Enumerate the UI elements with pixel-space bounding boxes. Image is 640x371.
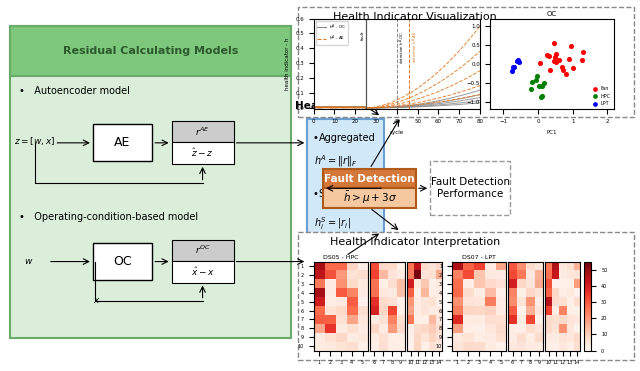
Fan: [554, 57, 564, 63]
Text: Sensor-wise: Sensor-wise: [319, 189, 377, 199]
HPC: [537, 83, 547, 89]
Text: Health Indicator Visualization: Health Indicator Visualization: [333, 12, 497, 22]
HPC: [525, 86, 536, 92]
Text: •   Autoencoder model: • Autoencoder model: [19, 86, 130, 96]
HPC: [537, 93, 547, 99]
Text: •   Operating-condition-based model: • Operating-condition-based model: [19, 212, 198, 222]
Title: DS07 - LPT: DS07 - LPT: [462, 255, 496, 260]
Text: $x$: $x$: [93, 296, 100, 305]
LPT: [507, 68, 517, 74]
HPC: [531, 76, 541, 82]
Bar: [93, 124, 152, 161]
HPC: [532, 73, 542, 79]
Bar: [323, 188, 416, 208]
Bar: [307, 93, 384, 119]
Text: $\bar{h} > \mu + 3\sigma$: $\bar{h} > \mu + 3\sigma$: [342, 190, 397, 206]
Text: fault: fault: [360, 30, 365, 40]
Text: •: •: [312, 134, 318, 144]
Text: Health Indicators: Health Indicators: [294, 101, 397, 111]
Text: Fault Detection
Performance: Fault Detection Performance: [431, 177, 509, 199]
Fan: [534, 60, 545, 66]
Text: Residual Calculating Models: Residual Calculating Models: [63, 46, 238, 56]
Title: OC: OC: [547, 11, 557, 17]
Bar: [172, 142, 234, 164]
Fan: [551, 59, 561, 65]
Text: OC: OC: [113, 255, 132, 268]
Fan: [561, 71, 571, 77]
Fan: [542, 52, 552, 58]
LPT: [508, 64, 518, 70]
Fan: [550, 55, 561, 60]
Bar: [10, 26, 291, 338]
Bar: [323, 169, 416, 188]
LPT: [511, 59, 522, 65]
Bar: [307, 93, 384, 256]
Text: •: •: [312, 189, 318, 199]
Text: detection $h^A$-OC: detection $h^A$-OC: [398, 30, 407, 64]
Bar: [172, 260, 234, 283]
HPC: [534, 83, 544, 89]
Title: DS05 - HPC: DS05 - HPC: [323, 255, 358, 260]
Text: $r^{AE}$: $r^{AE}$: [195, 125, 210, 138]
Fan: [558, 67, 568, 73]
Fan: [566, 43, 576, 49]
HPC: [527, 79, 537, 85]
X-axis label: PC1: PC1: [547, 130, 557, 135]
Fan: [549, 40, 559, 46]
LPT: [513, 57, 524, 63]
Fan: [564, 56, 574, 62]
Text: Aggregated: Aggregated: [319, 134, 376, 144]
Text: $z = [w, x]$: $z = [w, x]$: [14, 135, 56, 147]
Text: AE: AE: [115, 136, 131, 150]
Text: detection $h^A$-AE: detection $h^A$-AE: [410, 30, 420, 63]
Fan: [545, 67, 556, 73]
Fan: [557, 64, 567, 70]
Text: $h^A = \|r\|_F$: $h^A = \|r\|_F$: [314, 154, 357, 169]
Bar: [298, 232, 634, 360]
Fan: [568, 66, 579, 72]
Text: $\hat{z} - z$: $\hat{z} - z$: [191, 147, 214, 159]
HPC: [536, 94, 547, 100]
Bar: [172, 240, 234, 260]
Fan: [577, 57, 587, 63]
Bar: [10, 26, 291, 76]
Legend: $h^A$ - OC, $h^A$ - AE: $h^A$ - OC, $h^A$ - AE: [316, 21, 348, 45]
HPC: [540, 79, 550, 85]
Legend: Fan, HPC, LPT: Fan, HPC, LPT: [589, 85, 612, 107]
Text: Fault Detection: Fault Detection: [324, 174, 415, 184]
Y-axis label: health indicator - h: health indicator - h: [285, 38, 289, 90]
Bar: [93, 243, 152, 280]
Fan: [544, 53, 554, 59]
Text: $w$: $w$: [24, 257, 34, 266]
Bar: [172, 121, 234, 142]
Text: $\hat{x} - x$: $\hat{x} - x$: [191, 265, 214, 278]
Bar: [298, 7, 634, 117]
Text: $h_i^S = |r_i|$: $h_i^S = |r_i|$: [314, 215, 351, 232]
Fan: [578, 49, 588, 55]
Bar: [430, 161, 510, 215]
Fan: [551, 51, 561, 57]
LPT: [509, 64, 519, 70]
Text: $r^{OC}$: $r^{OC}$: [195, 244, 211, 256]
LPT: [514, 59, 524, 65]
Fan: [549, 58, 559, 64]
X-axis label: cycle: cycle: [390, 130, 404, 135]
Text: Health Indicator Interpretation: Health Indicator Interpretation: [330, 237, 500, 247]
